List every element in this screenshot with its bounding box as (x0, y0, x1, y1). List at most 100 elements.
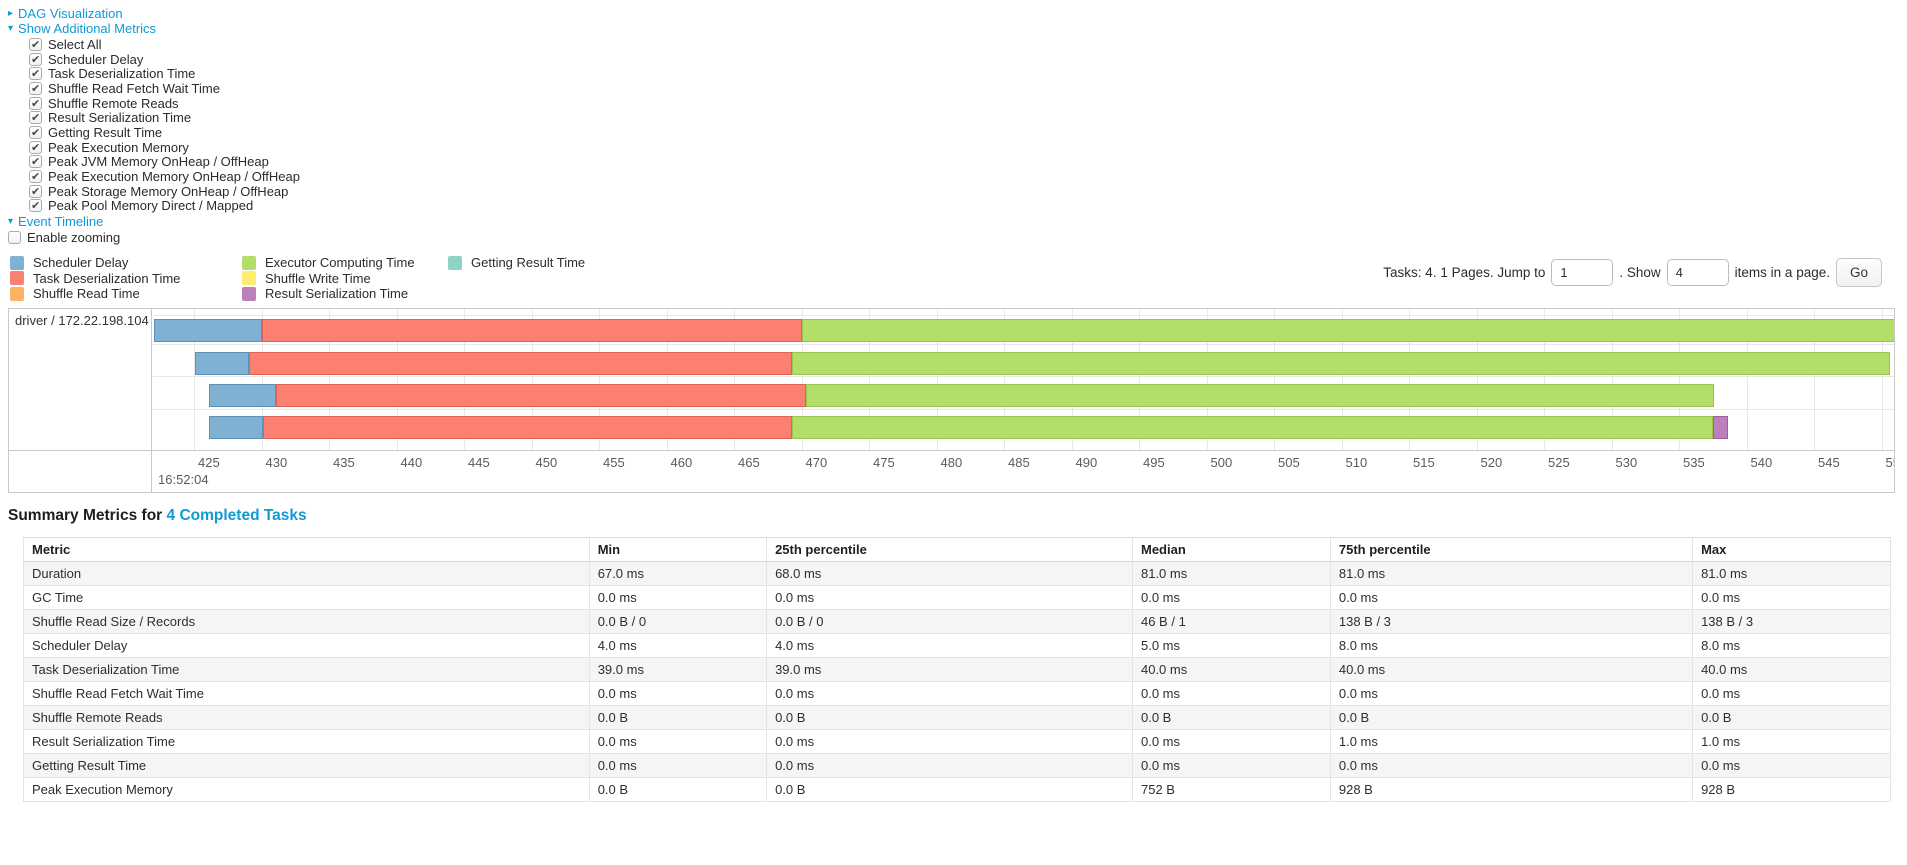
metric-checkbox-row[interactable]: Peak Execution Memory OnHeap / OffHeap (29, 169, 1895, 184)
legend-item: Task Deserialization Time (10, 270, 212, 286)
timeline-vgrid-line (1409, 309, 1410, 451)
table-row: Result Serialization Time 0.0 ms 0.0 ms 0.0… (23, 729, 1891, 755)
metric-checkbox[interactable] (29, 52, 42, 66)
show-additional-metrics-toggle[interactable]: ▾ Show Additional Metrics (8, 21, 1895, 36)
timeline-group-label: driver / 172.22.198.104 (15, 313, 149, 329)
metric-checkbox[interactable] (29, 125, 42, 139)
table-row: GC Time 0.0 ms 0.0 ms 0.0 ms 0.0 ms 0.0 ms (23, 585, 1891, 611)
metric-checkbox[interactable] (29, 81, 42, 95)
table-cell: 0.0 B (1329, 705, 1694, 731)
table-cell: 0.0 ms (766, 585, 1133, 611)
metric-checkbox-label: Peak Storage Memory OnHeap / OffHeap (48, 183, 289, 199)
event-timeline-label: Event Timeline (18, 214, 104, 230)
jump-to-page-input[interactable] (1551, 258, 1614, 286)
timeline-vgrid-line (1476, 309, 1478, 451)
table-row: Duration 67.0 ms 68.0 ms 81.0 ms 81.0 ms 81.0… (23, 561, 1891, 587)
metric-checkbox[interactable] (29, 199, 42, 213)
table-cell: Peak Execution Memory (23, 777, 590, 803)
legend-column: Getting Result Time (448, 255, 585, 302)
table-cell: 40.0 ms (1329, 657, 1694, 683)
table-header-cell: Metric (23, 537, 590, 563)
summary-metrics-table-wrap: Metric Min 25th percentile Median 75th perce… (23, 537, 1891, 803)
metric-checkbox-row[interactable]: Select All (29, 37, 1895, 52)
metric-checkbox-row[interactable]: Shuffle Remote Reads (29, 96, 1895, 111)
timeline-task-segment[interactable] (805, 384, 1715, 408)
metric-checkbox-row[interactable]: Scheduler Delay (29, 52, 1895, 67)
metric-checkbox-row[interactable]: Shuffle Read Fetch Wait Time (29, 81, 1895, 96)
timeline-task-segment[interactable] (261, 319, 802, 343)
legend-swatch (242, 255, 256, 270)
timeline-hgrid-line (153, 376, 1894, 378)
metric-checkbox-row[interactable]: Task Deserialization Time (29, 66, 1895, 81)
timeline-vgrid-line (261, 309, 263, 451)
metric-checkbox[interactable] (29, 37, 42, 51)
table-cell: 39.0 ms (588, 657, 768, 683)
timeline-task-segment[interactable] (792, 352, 1890, 376)
table-cell: 0.0 ms (1692, 753, 1891, 779)
table-cell: 0.0 ms (1131, 753, 1331, 779)
axis-tick-label: 530 (1615, 455, 1638, 471)
timeline-task-segment[interactable] (249, 352, 793, 376)
legend-swatch (10, 286, 24, 301)
metric-checkbox-row[interactable]: Peak Storage Memory OnHeap / OffHeap (29, 184, 1895, 199)
metric-checkbox-label: Task Deserialization Time (48, 66, 196, 82)
timeline-task-segment[interactable] (1712, 416, 1728, 440)
table-header-row: Metric Min 25th percentile Median 75th perce… (23, 537, 1891, 563)
table-cell: 138 B / 3 (1329, 609, 1694, 635)
metric-checkbox-label: Peak JVM Memory OnHeap / OffHeap (48, 154, 269, 170)
metric-checkbox-label: Peak Execution Memory OnHeap / OffHeap (48, 169, 300, 185)
timeline-vgrid-line (599, 309, 600, 451)
table-cell: 0.0 B (1131, 705, 1331, 731)
timeline-task-segment[interactable] (801, 319, 1894, 343)
table-cell: 40.0 ms (1131, 657, 1331, 683)
timeline-vgrid-line (666, 309, 668, 451)
metric-checkbox-row[interactable]: Result Serialization Time (29, 110, 1895, 125)
table-cell: 0.0 B (588, 777, 768, 803)
items-per-page-input[interactable] (1666, 258, 1729, 286)
dag-visualization-toggle[interactable]: ▸ DAG Visualization (8, 6, 1895, 21)
metric-checkbox[interactable] (29, 67, 42, 81)
table-cell: 0.0 ms (588, 681, 768, 707)
event-timeline-toggle[interactable]: ▾ Event Timeline (8, 214, 1895, 229)
metric-checkbox-row[interactable]: Peak Execution Memory (29, 140, 1895, 155)
table-cell: 1.0 ms (1692, 729, 1891, 755)
legend-label: Executor Computing Time (265, 255, 415, 271)
metric-checkbox[interactable] (29, 140, 42, 154)
metric-checkbox[interactable] (29, 96, 42, 110)
go-button[interactable]: Go (1835, 257, 1882, 287)
metric-checkbox-row[interactable]: Getting Result Time (29, 125, 1895, 140)
timeline-hgrid-line (153, 315, 1894, 317)
timeline-task-segment[interactable] (208, 384, 277, 408)
chevron-right-icon: ▸ (8, 7, 14, 19)
axis-tick-label: 515 (1413, 455, 1435, 471)
axis-tick-label: 460 (670, 455, 693, 471)
metric-checkbox-row[interactable]: Peak Pool Memory Direct / Mapped (29, 198, 1895, 213)
timeline-group-column: driver / 172.22.198.104 (9, 309, 152, 493)
metric-checkbox-label: Getting Result Time (48, 124, 163, 140)
axis-tick-label: 430 (265, 455, 288, 471)
table-cell: 0.0 ms (588, 585, 768, 611)
table-cell: 1.0 ms (1329, 729, 1694, 755)
metric-checkbox[interactable] (29, 170, 42, 184)
axis-tick-label: 500 (1210, 455, 1233, 471)
metric-checkbox[interactable] (29, 184, 42, 198)
enable-zooming-checkbox[interactable] (8, 231, 21, 245)
table-cell: Duration (23, 561, 590, 587)
metric-checkbox-row[interactable]: Peak JVM Memory OnHeap / OffHeap (29, 154, 1895, 170)
axis-tick-label: 485 (1008, 455, 1030, 471)
timeline-task-segment[interactable] (262, 416, 793, 440)
timeline-task-segment[interactable] (792, 416, 1713, 440)
timeline-task-segment[interactable] (276, 384, 806, 408)
completed-tasks-link[interactable]: 4 Completed Tasks (166, 507, 307, 525)
timeline-task-segment[interactable] (208, 416, 263, 440)
timeline-vgrid-line (1544, 309, 1545, 451)
timeline-vgrid-line (1341, 309, 1343, 451)
timeline-task-segment[interactable] (153, 319, 262, 343)
event-timeline-chart: driver / 172.22.198.104 425 430 435 440 445 4… (8, 308, 1895, 494)
timeline-task-segment[interactable] (195, 352, 250, 376)
metric-checkbox[interactable] (29, 111, 42, 125)
metric-checkbox[interactable] (29, 155, 42, 169)
table-body: Duration 67.0 ms 68.0 ms 81.0 ms 81.0 ms 81.0… (23, 561, 1891, 803)
enable-zooming-row[interactable]: Enable zooming (8, 230, 1895, 245)
